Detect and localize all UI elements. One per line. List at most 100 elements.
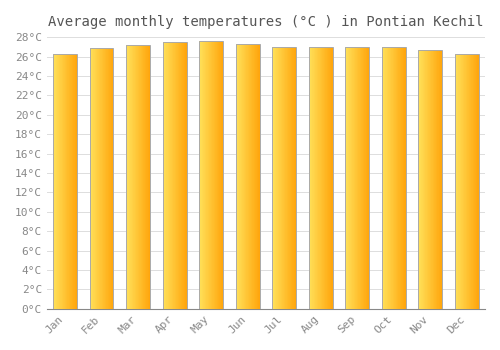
Bar xyxy=(466,54,468,309)
Bar xyxy=(287,47,288,309)
Bar xyxy=(256,44,257,309)
Bar xyxy=(257,44,258,309)
Bar xyxy=(272,47,296,309)
Bar xyxy=(136,45,137,309)
Bar xyxy=(172,42,173,309)
Bar xyxy=(129,45,130,309)
Bar xyxy=(314,47,315,309)
Bar xyxy=(133,45,134,309)
Bar xyxy=(98,48,100,309)
Bar xyxy=(73,54,74,309)
Bar xyxy=(388,47,389,309)
Bar xyxy=(366,47,368,309)
Bar xyxy=(471,54,472,309)
Bar xyxy=(441,50,442,309)
Bar xyxy=(440,50,441,309)
Bar xyxy=(220,41,221,309)
Bar xyxy=(328,47,329,309)
Bar xyxy=(469,54,470,309)
Bar xyxy=(204,41,205,309)
Bar xyxy=(144,45,146,309)
Bar xyxy=(179,42,180,309)
Bar xyxy=(462,54,463,309)
Bar xyxy=(96,48,97,309)
Bar xyxy=(212,41,213,309)
Bar xyxy=(143,45,144,309)
Bar xyxy=(455,54,456,309)
Bar xyxy=(463,54,464,309)
Bar xyxy=(430,50,431,309)
Bar xyxy=(330,47,331,309)
Bar xyxy=(472,54,474,309)
Bar xyxy=(238,44,239,309)
Bar xyxy=(435,50,436,309)
Bar xyxy=(105,48,106,309)
Bar xyxy=(106,48,107,309)
Bar xyxy=(280,47,281,309)
Bar xyxy=(276,47,277,309)
Bar xyxy=(200,41,201,309)
Bar xyxy=(364,47,365,309)
Bar xyxy=(470,54,471,309)
Bar xyxy=(279,47,280,309)
Bar xyxy=(391,47,392,309)
Bar xyxy=(312,47,313,309)
Bar xyxy=(108,48,110,309)
Bar xyxy=(174,42,175,309)
Bar xyxy=(142,45,143,309)
Bar xyxy=(315,47,316,309)
Bar xyxy=(141,45,142,309)
Bar xyxy=(202,41,203,309)
Bar xyxy=(126,45,127,309)
Bar xyxy=(359,47,360,309)
Bar xyxy=(252,44,253,309)
Bar xyxy=(75,54,76,309)
Title: Average monthly temperatures (°C ) in Pontian Kechil: Average monthly temperatures (°C ) in Po… xyxy=(48,15,484,29)
Bar xyxy=(346,47,369,309)
Bar xyxy=(294,47,295,309)
Bar xyxy=(357,47,358,309)
Bar xyxy=(313,47,314,309)
Bar xyxy=(355,47,356,309)
Bar xyxy=(180,42,181,309)
Bar xyxy=(318,47,319,309)
Bar xyxy=(173,42,174,309)
Bar xyxy=(178,42,179,309)
Bar xyxy=(247,44,248,309)
Bar xyxy=(282,47,283,309)
Bar xyxy=(436,50,437,309)
Bar xyxy=(113,48,114,309)
Bar xyxy=(387,47,388,309)
Bar xyxy=(209,41,210,309)
Bar xyxy=(102,48,103,309)
Bar xyxy=(56,54,57,309)
Bar xyxy=(288,47,289,309)
Bar xyxy=(71,54,72,309)
Bar xyxy=(55,54,56,309)
Bar xyxy=(400,47,401,309)
Bar xyxy=(322,47,323,309)
Bar xyxy=(250,44,251,309)
Bar xyxy=(100,48,101,309)
Bar xyxy=(386,47,387,309)
Bar xyxy=(218,41,219,309)
Bar xyxy=(459,54,460,309)
Bar xyxy=(90,48,91,309)
Bar xyxy=(243,44,244,309)
Bar xyxy=(419,50,420,309)
Bar xyxy=(354,47,355,309)
Bar xyxy=(240,44,241,309)
Bar xyxy=(384,47,385,309)
Bar xyxy=(248,44,249,309)
Bar xyxy=(66,54,67,309)
Bar xyxy=(104,48,105,309)
Bar xyxy=(368,47,369,309)
Bar xyxy=(389,47,390,309)
Bar xyxy=(183,42,184,309)
Bar xyxy=(329,47,330,309)
Bar xyxy=(170,42,171,309)
Bar xyxy=(309,47,332,309)
Bar xyxy=(319,47,320,309)
Bar xyxy=(396,47,398,309)
Bar xyxy=(92,48,94,309)
